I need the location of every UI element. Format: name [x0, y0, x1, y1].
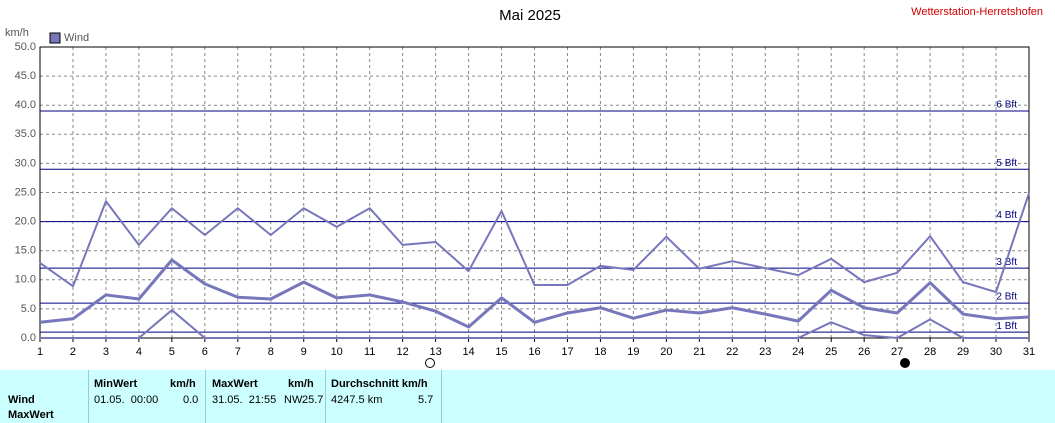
full-moon-icon [425, 358, 435, 368]
cell: 31.05. 21:55 [212, 394, 277, 406]
x-tick-label: 4 [136, 346, 142, 358]
station-name: Wetterstation-Herretshofen [911, 6, 1043, 18]
cell: 4247.5 km [331, 394, 383, 406]
y-tick-label: 0.0 [21, 332, 36, 344]
x-tick-label: 27 [891, 346, 903, 358]
x-tick-label: 1 [37, 346, 43, 358]
x-tick-label: 22 [726, 346, 738, 358]
y-tick-label: 40.0 [15, 99, 36, 111]
y-tick-label: 50.0 [15, 41, 36, 53]
legend-label: Wind [64, 32, 89, 44]
y-tick-label: 25.0 [15, 186, 36, 198]
x-tick-label: 18 [594, 346, 606, 358]
y-tick-label: 15.0 [15, 245, 36, 257]
x-tick-label: 17 [561, 346, 573, 358]
row-label: Wind [8, 394, 35, 406]
y-tick-label: 30.0 [15, 157, 36, 169]
wind-line [39, 258, 1030, 329]
column-title: MaxWert [212, 378, 258, 390]
cell: 0.0 [183, 394, 199, 406]
x-tick-label: 8 [268, 346, 274, 358]
beaufort-label: 4 Bft [996, 210, 1017, 221]
x-tick-label: 15 [495, 346, 507, 358]
column-unit: km/h [170, 378, 196, 390]
cell: NW [284, 394, 303, 406]
x-tick-label: 3 [103, 346, 109, 358]
x-tick-label: 11 [364, 346, 375, 358]
x-tick-label: 5 [169, 346, 175, 358]
cell: 01.05. 00:00 [94, 394, 159, 406]
x-tick-label: 31 [1023, 346, 1035, 358]
beaufort-label: 2 Bft [996, 292, 1017, 303]
x-tick-label: 16 [528, 346, 540, 358]
new-moon-icon [900, 358, 910, 368]
x-tick-label: 20 [660, 346, 672, 358]
beaufort-label: 6 Bft [996, 100, 1017, 111]
x-tick-label: 19 [627, 346, 639, 358]
x-tick-label: 6 [202, 346, 208, 358]
x-tick-label: 14 [462, 346, 474, 358]
chart: Mai 2025 Wetterstation-Herretshofen km/h… [5, 6, 1043, 368]
x-tick-label: 7 [235, 346, 241, 358]
cell: 5.7 [418, 394, 434, 406]
x-tick-label: 23 [759, 346, 771, 358]
column-title: Durchschnitt km/h [331, 378, 428, 390]
beaufort-label: 5 Bft [996, 158, 1017, 169]
x-tick-label: 28 [924, 346, 936, 358]
wind-line [39, 192, 1030, 294]
x-tick-label: 30 [990, 346, 1002, 358]
x-tick-label: 10 [331, 346, 343, 358]
cell: 25.7 [302, 394, 324, 406]
row-label: MaxWert [8, 409, 54, 421]
x-tick-label: 26 [858, 346, 870, 358]
x-tick-label: 2 [70, 346, 76, 358]
summary-panel: Wind MaxWert MinWert km/h 01.05. 00:00 0… [0, 370, 1055, 423]
x-tick-label: 9 [301, 346, 307, 358]
column-unit: km/h [288, 378, 314, 390]
x-tick-label: 12 [397, 346, 409, 358]
x-tick-label: 24 [792, 346, 804, 358]
y-tick-label: 45.0 [15, 70, 36, 82]
x-tick-label: 21 [693, 346, 705, 358]
y-unit: km/h [5, 27, 29, 39]
wind-line [40, 309, 1029, 339]
chart-title: Mai 2025 [499, 7, 561, 24]
y-tick-label: 5.0 [21, 303, 36, 315]
beaufort-label: 1 Bft [996, 321, 1017, 332]
y-tick-label: 10.0 [15, 274, 36, 286]
column-title: MinWert [94, 378, 138, 390]
x-tick-label: 25 [825, 346, 837, 358]
x-tick-label: 13 [429, 346, 441, 358]
x-tick-label: 29 [957, 346, 969, 358]
legend-swatch [49, 32, 61, 44]
y-tick-label: 35.0 [15, 128, 36, 140]
y-tick-label: 20.0 [15, 216, 36, 228]
